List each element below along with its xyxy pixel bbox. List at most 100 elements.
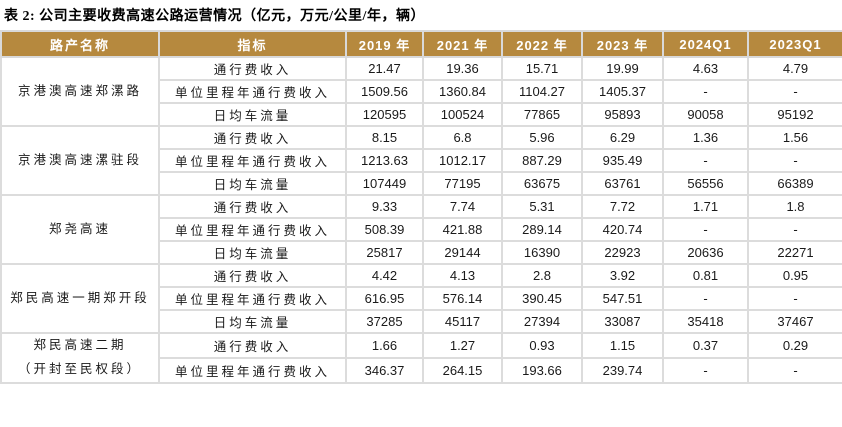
table-row: 日均车流量 107449 77195 63675 63761 56556 66389 [1, 171, 842, 196]
value-cell: 0.93 [501, 332, 583, 359]
value-cell: 63675 [501, 171, 583, 196]
value-cell: 264.15 [422, 356, 503, 384]
road-name-cell: 郑民高速一期郑开段 [0, 263, 160, 334]
table-row: 日均车流量 120595 100524 77865 95893 90058 95192 [1, 102, 842, 127]
metric-cell: 日均车流量 [158, 171, 347, 196]
value-cell: 289.14 [501, 217, 583, 242]
value-cell: 19.99 [581, 56, 664, 81]
metric-cell: 日均车流量 [158, 240, 347, 265]
value-cell: 95192 [747, 102, 842, 127]
value-cell: 45117 [422, 309, 503, 334]
column-header-2019: 2019 年 [345, 30, 424, 58]
value-cell: 3.92 [581, 263, 664, 288]
value-cell: 107449 [345, 171, 424, 196]
value-cell: 25817 [345, 240, 424, 265]
value-cell: 4.79 [747, 56, 842, 81]
value-cell: 1213.63 [345, 148, 424, 173]
value-cell: 120595 [345, 102, 424, 127]
value-cell: - [662, 79, 749, 104]
value-cell: 1012.17 [422, 148, 503, 173]
value-cell: 21.47 [345, 56, 424, 81]
road-name-cell: 郑民高速二期 （开封至民权段） [0, 332, 160, 384]
toll-road-table: 路产名称 指标 2019 年 2021 年 2022 年 2023 年 2024… [0, 30, 842, 384]
table-row: 单位里程年通行费收入 616.95 576.14 390.45 547.51- - [1, 286, 842, 311]
value-cell: 1360.84 [422, 79, 503, 104]
value-cell: 1.8 [747, 194, 842, 219]
value-cell: - [662, 286, 749, 311]
column-header-2024q1: 2024Q1 [662, 30, 749, 58]
metric-cell: 单位里程年通行费收入 [158, 217, 347, 242]
value-cell: 66389 [747, 171, 842, 196]
value-cell: 1.27 [422, 332, 503, 359]
column-header-2023: 2023 年 [581, 30, 664, 58]
value-cell: 37467 [747, 309, 842, 334]
value-cell: 22923 [581, 240, 664, 265]
metric-cell: 单位里程年通行费收入 [158, 286, 347, 311]
table-row: 日均车流量 25817 29144 16390 22923 20636 22271 [1, 240, 842, 265]
metric-cell: 单位里程年通行费收入 [158, 79, 347, 104]
value-cell: 22271 [747, 240, 842, 265]
value-cell: 0.29 [747, 332, 842, 359]
metric-cell: 单位里程年通行费收入 [158, 148, 347, 173]
table-row: 单位里程年通行费收入 346.37 264.15 193.66 239.74- - [1, 356, 842, 384]
value-cell: 4.63 [662, 56, 749, 81]
table-header: 路产名称 指标 2019 年 2021 年 2022 年 2023 年 2024… [0, 30, 842, 58]
value-cell: - [747, 79, 842, 104]
column-header-road-name: 路产名称 [0, 30, 160, 58]
value-cell: 239.74 [581, 356, 664, 384]
value-cell: 508.39 [345, 217, 424, 242]
metric-cell: 通行费收入 [158, 125, 347, 150]
column-header-2023q1: 2023Q1 [747, 30, 842, 58]
value-cell: 29144 [422, 240, 503, 265]
value-cell: - [662, 148, 749, 173]
column-header-metric: 指标 [158, 30, 347, 58]
value-cell: 1509.56 [345, 79, 424, 104]
value-cell: 4.42 [345, 263, 424, 288]
value-cell: 935.49 [581, 148, 664, 173]
table-row: 单位里程年通行费收入 1213.63 1012.17 887.29 935.49- - [1, 148, 842, 173]
value-cell: 1.15 [581, 332, 664, 359]
value-cell: 390.45 [501, 286, 583, 311]
value-cell: 33087 [581, 309, 664, 334]
value-cell: - [747, 356, 842, 384]
value-cell: 63761 [581, 171, 664, 196]
value-cell: 1.36 [662, 125, 749, 150]
value-cell: 7.74 [422, 194, 503, 219]
value-cell: 100524 [422, 102, 503, 127]
value-cell: 19.36 [422, 56, 503, 81]
value-cell: 1.66 [345, 332, 424, 359]
table-body: 京港澳高速郑漯路 通行费收入 21.47 19.36 15.71 19.99 4.63 4.7… [0, 56, 842, 384]
value-cell: 56556 [662, 171, 749, 196]
table-row: 京港澳高速漯驻段 通行费收入 8.15 6.8 5.96 6.29 1.36 1.56 [0, 125, 842, 196]
value-cell: 1.71 [662, 194, 749, 219]
value-cell: 90058 [662, 102, 749, 127]
value-cell: 15.71 [501, 56, 583, 81]
value-cell: 20636 [662, 240, 749, 265]
value-cell: 576.14 [422, 286, 503, 311]
metric-cell: 通行费收入 [158, 56, 347, 81]
value-cell: 1.56 [747, 125, 842, 150]
table-row: 京港澳高速郑漯路 通行费收入 21.47 19.36 15.71 19.99 4.63 4.7… [0, 56, 842, 127]
table-row: 单位里程年通行费收入 508.39 421.88 289.14 420.74- - [1, 217, 842, 242]
value-cell: 4.13 [422, 263, 503, 288]
value-cell: 5.96 [501, 125, 583, 150]
value-cell: 420.74 [581, 217, 664, 242]
value-cell: 887.29 [501, 148, 583, 173]
metric-cell: 日均车流量 [158, 102, 347, 127]
metric-cell: 通行费收入 [158, 263, 347, 288]
table-row: 日均车流量 37285 45117 27394 33087 35418 37467 [1, 309, 842, 334]
value-cell: 193.66 [501, 356, 583, 384]
value-cell: 346.37 [345, 356, 424, 384]
value-cell: - [747, 148, 842, 173]
value-cell: 6.29 [581, 125, 664, 150]
metric-cell: 日均车流量 [158, 309, 347, 334]
table-row: 郑尧高速 通行费收入 9.33 7.74 5.31 7.72 1.71 1.8 [0, 194, 842, 265]
value-cell: 5.31 [501, 194, 583, 219]
value-cell: 16390 [501, 240, 583, 265]
value-cell: 27394 [501, 309, 583, 334]
value-cell: 95893 [581, 102, 664, 127]
value-cell: 1405.37 [581, 79, 664, 104]
header-row: 路产名称 指标 2019 年 2021 年 2022 年 2023 年 2024… [0, 30, 842, 58]
metric-cell: 单位里程年通行费收入 [158, 356, 347, 384]
